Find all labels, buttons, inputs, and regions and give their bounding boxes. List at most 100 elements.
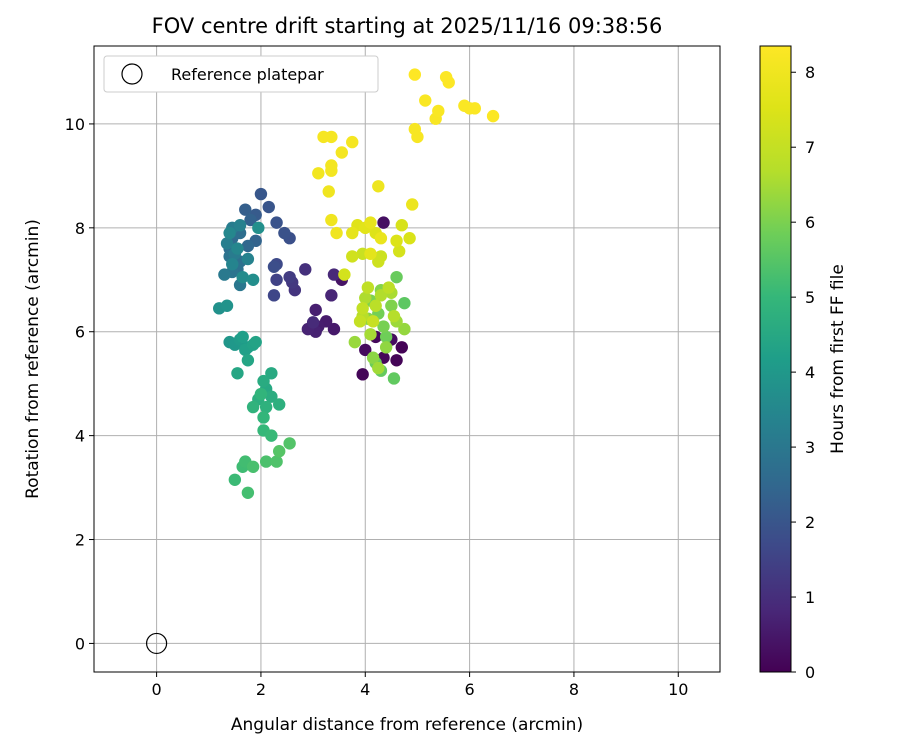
data-point <box>325 213 338 227</box>
data-point <box>379 330 393 344</box>
colorbar-tick-label: 7 <box>805 138 815 157</box>
data-point <box>306 316 320 329</box>
data-point <box>265 367 278 380</box>
data-point <box>377 216 390 229</box>
data-point <box>392 245 406 258</box>
data-point <box>348 335 362 349</box>
data-point <box>377 320 390 333</box>
data-point <box>267 289 281 302</box>
data-point <box>327 322 341 336</box>
data-point <box>317 130 330 144</box>
data-point <box>346 135 359 149</box>
data-point <box>385 299 398 312</box>
data-point <box>283 270 296 284</box>
y-tick-label: 2 <box>75 531 85 550</box>
data-point <box>327 268 341 281</box>
data-point <box>259 455 273 468</box>
data-point <box>223 226 236 240</box>
data-point <box>387 372 401 385</box>
colorbar-tick-label: 2 <box>805 513 815 532</box>
data-point <box>390 354 403 367</box>
data-point <box>254 187 268 201</box>
y-tick-label: 4 <box>75 427 85 446</box>
data-point <box>361 281 375 294</box>
data-point <box>228 473 242 486</box>
data-point <box>486 109 500 123</box>
x-axis-label: Angular distance from reference (arcmin) <box>231 715 583 735</box>
data-point <box>387 309 401 323</box>
data-point <box>432 104 445 118</box>
x-tick-label: 6 <box>465 680 475 699</box>
y-tick-label: 10 <box>65 115 85 134</box>
data-point <box>374 289 388 302</box>
data-point <box>236 330 249 344</box>
data-point <box>312 167 325 180</box>
colorbar-tick-label: 8 <box>805 63 815 82</box>
data-point <box>257 374 270 388</box>
data-point <box>299 263 312 276</box>
data-point <box>252 221 265 235</box>
data-point <box>372 255 385 268</box>
data-point <box>325 159 338 172</box>
data-point <box>395 219 408 232</box>
colorbar-tick-label: 4 <box>805 363 815 382</box>
colorbar-ticks: 0 1 2 3 4 5 6 7 8 <box>791 63 815 682</box>
data-point <box>406 198 419 211</box>
legend-marker-icon <box>121 63 143 85</box>
data-points <box>213 68 500 499</box>
data-point <box>335 146 348 159</box>
data-point <box>270 273 283 286</box>
data-point <box>398 296 411 310</box>
colorbar <box>759 45 792 673</box>
colorbar-tick-label: 3 <box>805 438 815 457</box>
y-tick-label: 0 <box>75 634 85 653</box>
data-point <box>364 216 377 229</box>
x-tick-label: 8 <box>569 680 579 699</box>
data-point <box>398 322 411 336</box>
data-point <box>220 299 234 312</box>
x-tick-label: 0 <box>152 680 162 699</box>
data-point <box>272 398 286 411</box>
data-point <box>390 270 403 284</box>
data-point <box>246 273 260 286</box>
data-point <box>259 400 273 414</box>
chart-title: FOV centre drift starting at 2025/11/16 … <box>152 14 663 38</box>
colorbar-tick-label: 0 <box>805 663 815 682</box>
x-tick-label: 10 <box>668 680 688 699</box>
data-point <box>322 185 335 198</box>
data-point <box>309 303 322 317</box>
reference-marker <box>146 632 168 655</box>
data-point <box>239 203 252 216</box>
data-point <box>395 341 408 354</box>
data-point <box>408 68 422 81</box>
data-point <box>359 343 372 357</box>
data-point <box>233 219 247 232</box>
data-point <box>278 226 291 240</box>
data-point <box>218 268 231 281</box>
data-point <box>270 216 283 229</box>
data-point <box>244 213 257 227</box>
data-point <box>267 260 281 273</box>
data-point <box>359 291 372 305</box>
data-point <box>346 250 359 263</box>
colorbar-label: Hours from first FF file <box>828 264 848 454</box>
data-point <box>382 281 395 294</box>
data-point <box>372 180 385 193</box>
data-point <box>439 70 453 84</box>
data-point <box>369 299 382 312</box>
colorbar-tick-label: 1 <box>805 588 815 607</box>
data-point <box>419 94 432 107</box>
data-point <box>241 486 255 499</box>
data-point <box>325 289 338 302</box>
legend-box <box>103 55 379 93</box>
y-axis-label: Rotation from reference (arcmin) <box>23 219 43 499</box>
data-point <box>346 226 359 240</box>
data-point <box>408 122 422 136</box>
data-point <box>374 232 388 245</box>
data-point <box>265 429 278 442</box>
plot-area <box>94 46 720 672</box>
data-point <box>272 445 286 458</box>
data-point <box>356 368 369 381</box>
data-point <box>356 302 369 315</box>
